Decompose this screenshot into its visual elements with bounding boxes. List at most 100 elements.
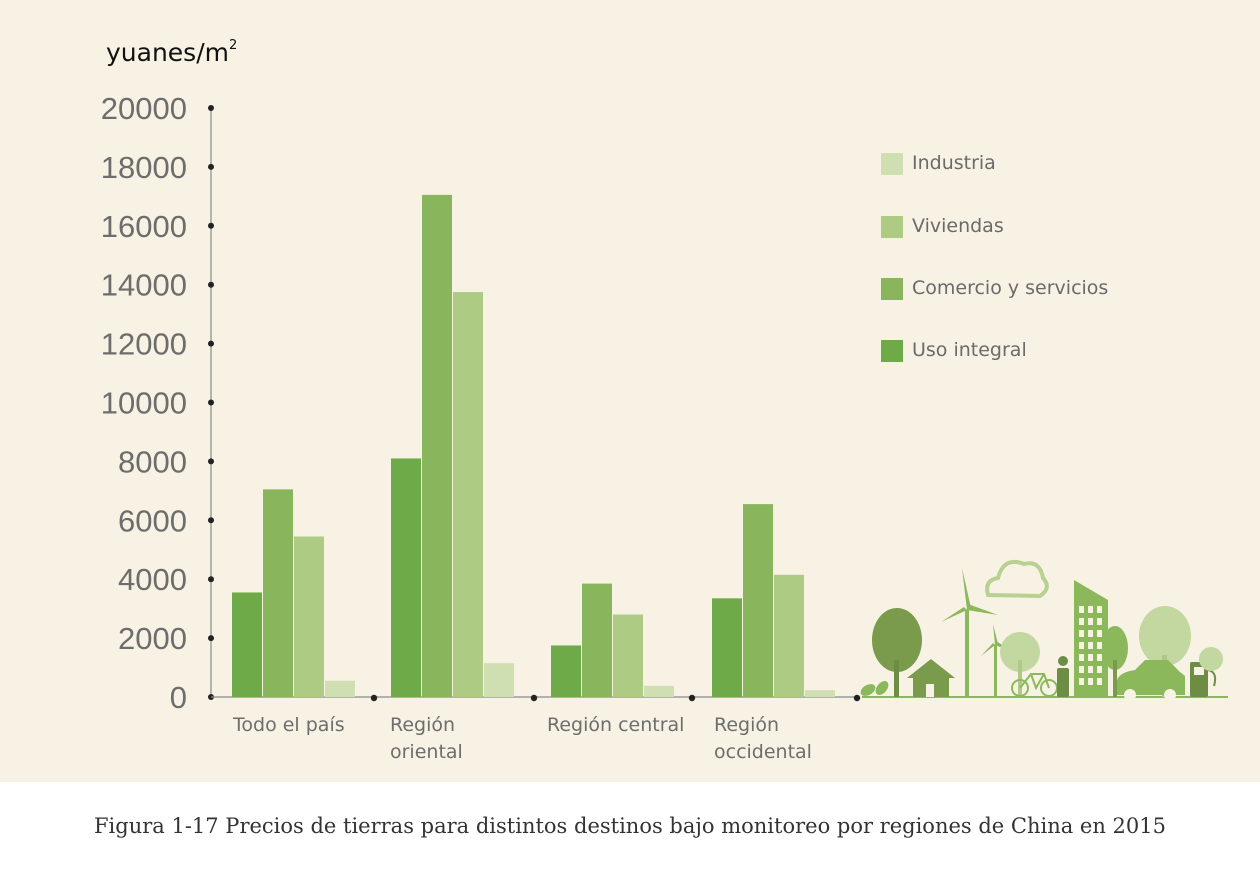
bar-comercio-y-servicios [422,194,452,697]
tree-trunk-icon [1113,660,1117,697]
y-tick-dot [208,163,214,170]
bar-uso-integral [551,645,581,697]
legend-swatch [881,153,903,175]
y-tick-label: 2000 [118,621,187,656]
leaf-icon [875,681,889,695]
x-axis-dot [530,694,538,702]
bar-comercio-y-servicios [582,583,612,697]
charging-display-icon [1194,667,1204,675]
building-window-icon [1097,666,1102,673]
bicycle-icon [1019,673,1050,691]
building-window-icon [1079,654,1084,661]
x-axis-dot [370,694,378,702]
charging-cable-icon [1207,669,1217,687]
car-wheel-icon [1124,689,1136,701]
x-axis-dot [853,694,861,702]
y-tick-label: 18000 [101,150,187,185]
y-tick-label: 4000 [118,562,187,597]
tree-trunk-icon [1018,660,1022,697]
tree-icon [1102,626,1128,670]
tree-icon [872,608,922,672]
building-window-icon [1079,666,1084,673]
y-tick-label: 8000 [118,444,187,479]
building-window-icon [1088,618,1093,625]
y-tick-dot [208,399,214,406]
y-tick-label: 14000 [101,268,187,303]
bar-comercio-y-servicios [743,504,773,697]
tree-trunk-icon [894,660,899,697]
bar-viviendas [613,614,643,697]
wind-turbine-icon [994,645,997,697]
turbine-blade-icon [941,607,967,622]
building-window-icon [1097,630,1102,637]
category-label-line: Región [390,714,456,736]
bar-industria [484,663,514,697]
bar-uso-integral [391,458,421,697]
turbine-blade-icon [981,643,995,656]
person-head-icon [1058,656,1068,666]
house-door-icon [926,684,934,697]
bar-chart: 2000018000160001400012000100008000600040… [101,91,1228,715]
y-tick-label: 10000 [101,386,187,421]
category-label: Región oriental [390,712,463,766]
house-roof-icon [907,659,955,678]
category-label-line: occidental [714,741,812,763]
tree-icon [1139,606,1191,666]
legend-swatch [881,278,903,300]
y-tick-dot [208,458,214,465]
category-label-line: oriental [390,741,463,763]
category-label-line: Región [714,714,780,736]
bar-viviendas [453,292,483,697]
wind-turbine-icon [965,610,969,697]
legend-label: Uso integral [912,339,1027,361]
turbine-blade-icon [993,624,998,645]
building-window-icon [1079,618,1084,625]
legend-label: Viviendas [912,215,1004,237]
building-window-icon [1079,678,1084,685]
category-label: Región occidental [714,712,812,766]
building-window-icon [1079,642,1084,649]
y-tick-dot [208,635,214,642]
category-label-line: Todo el país [233,714,345,736]
building-window-icon [1079,630,1084,637]
building-window-icon [1088,678,1093,685]
y-tick-dot [208,517,214,524]
building-window-icon [1097,618,1102,625]
car-icon [1117,660,1185,695]
y-axis-label: yuanes/m2 [106,38,238,67]
bicycle-wheel-icon [1011,679,1029,697]
building-window-icon [1097,606,1102,613]
building-window-icon [1088,606,1093,613]
person-icon [1057,668,1069,697]
green-city-illustration [860,559,1228,701]
y-tick-label: 20000 [101,91,187,126]
bar-industria [325,680,355,697]
leaf-icon [860,684,876,696]
building-window-icon [1097,642,1102,649]
building-window-icon [1079,606,1084,613]
building-window-icon [1088,642,1093,649]
y-tick-label: 12000 [101,327,187,362]
building-window-icon [1097,678,1102,685]
bar-viviendas [294,536,324,697]
bar-industria [805,690,835,697]
y-tick-dot [208,281,214,288]
turbine-blade-icon [962,568,971,610]
legend-label: Comercio y servicios [912,277,1109,299]
legend-swatch [881,340,903,362]
building-window-icon [1088,654,1093,661]
building-window-icon [1088,630,1093,637]
cloud-icon [985,559,1049,599]
bar-industria [644,685,674,697]
y-tick-dot [208,222,214,229]
figure-caption: Figura 1-17 Precios de tierras para dist… [93,814,1167,838]
turbine-blade-icon [967,604,998,615]
tree-icon [1199,647,1223,671]
legend-swatch [881,216,903,238]
category-label: Todo el país [233,712,345,739]
y-tick-dot [208,340,214,347]
x-axis-dot [688,694,696,702]
bar-comercio-y-servicios [263,489,293,697]
y-tick-label: 6000 [118,503,187,538]
y-tick-label: 0 [170,680,187,715]
